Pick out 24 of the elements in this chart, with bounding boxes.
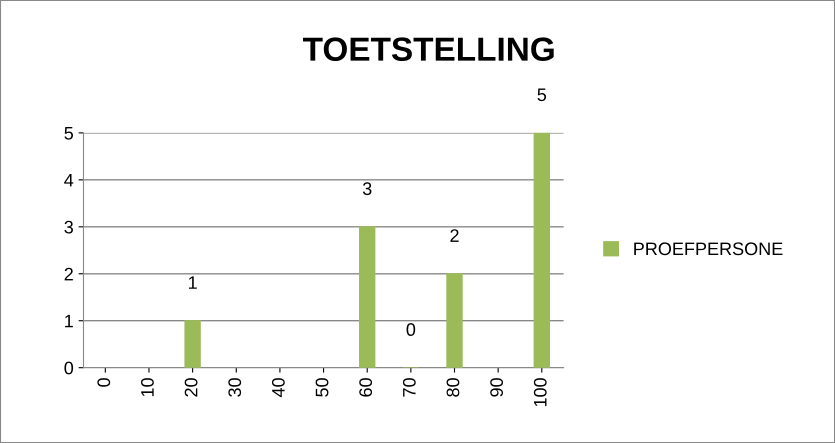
- x-tick-label: 80: [446, 378, 460, 397]
- y-tick-label: 2: [64, 268, 73, 280]
- x-tick-label: 40: [272, 378, 285, 398]
- legend-label: PROEFPERSONE: [634, 242, 782, 256]
- data-label: 0: [406, 323, 416, 336]
- y-tick-label: 5: [64, 127, 74, 140]
- x-tick-label: 20: [184, 378, 198, 397]
- y-tick-label: 4: [64, 174, 74, 186]
- chart-title: TOETSTELLING: [303, 37, 554, 62]
- data-label: 3: [362, 182, 372, 196]
- y-tick-label: 3: [64, 220, 73, 234]
- y-tick-label: 1: [65, 314, 73, 328]
- x-tick-label: 60: [359, 378, 372, 397]
- y-tick-label: 0: [64, 362, 74, 374]
- x-tick-label: 0: [97, 378, 110, 387]
- x-tick-label: 70: [402, 378, 416, 397]
- data-label: 1: [188, 276, 197, 289]
- x-tick-label: 10: [141, 378, 154, 396]
- x-tick-label: 50: [316, 378, 328, 397]
- x-tick-label: 100: [534, 378, 547, 406]
- x-tick-label: 90: [490, 378, 503, 397]
- x-tick-label: 30: [228, 378, 242, 397]
- data-label: 5: [538, 88, 546, 102]
- data-label: 2: [450, 229, 459, 242]
